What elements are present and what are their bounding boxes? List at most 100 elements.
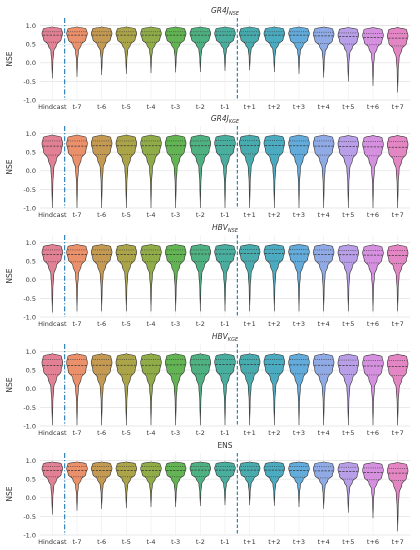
violin-t+4 <box>313 134 335 209</box>
violin-t-7 <box>66 243 88 312</box>
x-tick-label: t-3 <box>171 538 180 546</box>
panel-title: HBVNSE <box>212 223 239 234</box>
violin-t-7 <box>66 26 88 78</box>
y-axis-label: NSE <box>5 159 14 174</box>
panel-5: 1.0 0.5 0.0 -0.5 -1.0 NSE ENS Hindcast t-7 t-6 t-5… <box>5 441 410 546</box>
violin-t-4 <box>140 353 162 426</box>
x-tick-label: t-7 <box>72 538 81 546</box>
panel-title-subscript: NSE <box>228 228 239 234</box>
y-tick-label: 1.0 <box>26 22 36 30</box>
violin-t-5 <box>115 134 137 209</box>
x-tick-label: t+6 <box>367 538 379 546</box>
violin-t-1 <box>214 243 236 312</box>
x-tick-label: t+1 <box>244 538 256 546</box>
x-tick-label: t-2 <box>196 429 205 437</box>
x-tick-label: t+7 <box>392 211 404 219</box>
violin-t+3 <box>288 243 310 312</box>
violin-t+5 <box>337 461 359 513</box>
violin-t-1 <box>214 353 236 426</box>
y-tick-label: 0.5 <box>26 258 36 266</box>
y-tick-label: 0.0 <box>26 167 36 175</box>
x-tick-label: t+4 <box>318 103 330 111</box>
x-tick-label: t+5 <box>342 103 354 111</box>
violin-t+1 <box>239 461 261 506</box>
x-tick-label: t+5 <box>342 429 354 437</box>
x-tick-label: t-2 <box>196 103 205 111</box>
x-tick-label: Hindcast <box>38 211 67 219</box>
x-tick-label: t+3 <box>293 211 305 219</box>
x-tick-label: t+7 <box>392 429 404 437</box>
y-tick-label: 0.5 <box>26 476 36 484</box>
x-tick-label: Hindcast <box>38 429 67 437</box>
panel-title: HBVKGE <box>212 332 239 343</box>
y-axis-label: NSE <box>5 51 14 66</box>
y-axis-label: NSE <box>5 268 14 283</box>
x-tick-label: t-2 <box>196 211 205 219</box>
x-tick-label: t+7 <box>392 103 404 111</box>
x-tick-label: t+6 <box>367 429 379 437</box>
y-tick-label: -0.5 <box>23 513 36 521</box>
x-tick-label: t+5 <box>342 538 354 546</box>
x-tick-label: t+4 <box>318 538 330 546</box>
x-tick-label: t+3 <box>293 103 305 111</box>
y-tick-label: -0.5 <box>23 78 36 86</box>
x-tick-label: t-6 <box>97 320 106 328</box>
x-tick-label: t+3 <box>293 538 305 546</box>
x-tick-label: Hindcast <box>38 538 67 546</box>
violin-t+1 <box>239 353 261 426</box>
violin-t-3 <box>165 243 187 312</box>
y-tick-label: -1.0 <box>23 314 36 322</box>
panel-title-main: ENS <box>217 441 232 450</box>
violin-t-1 <box>214 26 236 72</box>
x-tick-label: Hindcast <box>38 320 67 328</box>
panel-title-subscript: NSE <box>229 11 240 17</box>
violin-t-7 <box>66 134 88 209</box>
violin-t+2 <box>263 461 285 507</box>
x-tick-label: t-6 <box>97 429 106 437</box>
panel-2: 1.0 0.5 0.0 -0.5 -1.0 NSE GR4JKGE Hindcast t-7 t-… <box>5 114 410 219</box>
x-tick-label: t-7 <box>72 211 81 219</box>
y-tick-label: -1.0 <box>23 97 36 105</box>
violin-t-2 <box>189 243 211 312</box>
y-tick-label: -0.5 <box>23 404 36 412</box>
x-tick-label: t-1 <box>220 211 229 219</box>
violin-t-2 <box>189 26 211 73</box>
violin-t+2 <box>263 134 285 209</box>
x-tick-label: t+6 <box>367 320 379 328</box>
x-tick-label: t-1 <box>220 538 229 546</box>
panel-title-main: GR4J <box>211 114 229 123</box>
x-tick-label: t+2 <box>268 211 280 219</box>
violin-Hindcast <box>41 243 63 313</box>
panel-title-subscript: KGE <box>229 119 240 125</box>
x-tick-label: t-5 <box>122 320 131 328</box>
x-tick-label: t-7 <box>72 103 81 111</box>
violin-t-2 <box>189 353 211 426</box>
violin-t-6 <box>91 26 113 76</box>
violin-t-5 <box>115 461 137 509</box>
y-tick-label: -1.0 <box>23 532 36 540</box>
x-tick-label: t+1 <box>244 429 256 437</box>
violin-t-6 <box>91 461 113 510</box>
violin-t+1 <box>239 134 261 209</box>
x-tick-label: t-1 <box>220 320 229 328</box>
violin-t-4 <box>140 243 162 312</box>
violin-t+7 <box>387 353 409 426</box>
violin-Hindcast <box>41 134 63 209</box>
y-tick-label: 0.5 <box>26 149 36 157</box>
y-tick-label: 0.0 <box>26 276 36 284</box>
panel-title-main: GR4J <box>211 6 229 15</box>
x-tick-label: t-5 <box>122 538 131 546</box>
x-tick-label: t+6 <box>367 211 379 219</box>
x-tick-label: t+7 <box>392 320 404 328</box>
x-tick-label: t-6 <box>97 103 106 111</box>
violin-t-6 <box>91 353 113 426</box>
x-tick-label: t-7 <box>72 429 81 437</box>
x-tick-label: t+1 <box>244 211 256 219</box>
violin-t+5 <box>337 26 359 82</box>
violin-t-4 <box>140 461 162 508</box>
x-tick-label: t+4 <box>318 320 330 328</box>
x-tick-label: t+3 <box>293 429 305 437</box>
x-tick-label: t-2 <box>196 320 205 328</box>
